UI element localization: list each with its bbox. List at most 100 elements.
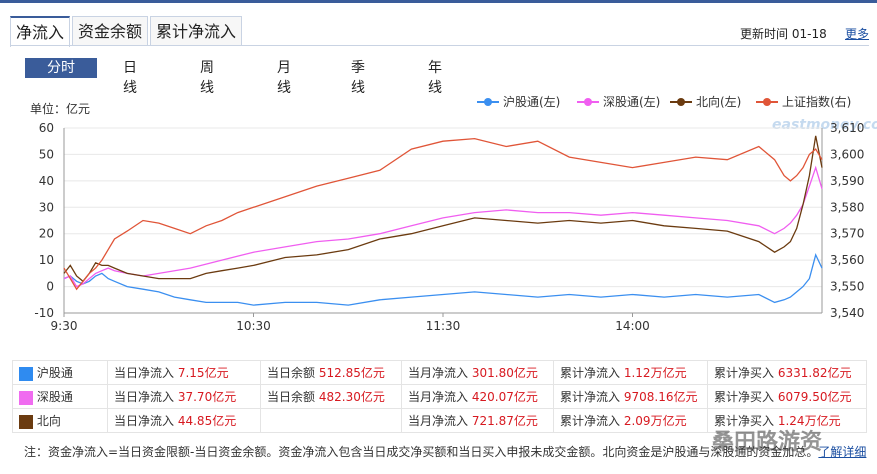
legend-label: 上证指数(右) xyxy=(782,95,852,109)
summary-table: 沪股通 当日净流入 7.15亿元 当日余额 512.85亿元 当月净流入 301.80… xyxy=(12,360,867,433)
period-monthly[interactable]: 月线 xyxy=(277,60,291,96)
row-name-cell: 北向 xyxy=(12,408,108,433)
y-left-tick-label: 10 xyxy=(39,253,54,267)
balance-cell: 当日余额 512.85亿元 xyxy=(260,360,402,385)
row-name: 深股通 xyxy=(36,390,73,404)
cum-inflow-value: 9708.16亿元 xyxy=(623,390,698,404)
color-swatch xyxy=(19,414,33,429)
cum-buy-value: 6331.82亿元 xyxy=(777,366,852,380)
y-right-tick-label: 3,610 xyxy=(830,121,864,135)
period-weekly[interactable]: 周线 xyxy=(200,60,214,96)
legend-sh[interactable]: 沪股通(左) xyxy=(477,93,560,110)
cum-inflow-label: 累计净流入 xyxy=(560,366,621,380)
day-inflow-value: 44.85亿元 xyxy=(177,414,237,428)
series-line xyxy=(63,135,823,283)
more-link[interactable]: 更多 xyxy=(845,27,870,41)
update-time: 更新时间 01-18 xyxy=(740,25,827,42)
cum-inflow-label: 累计净流入 xyxy=(560,414,621,428)
cum-buy-label: 累计净买入 xyxy=(714,390,775,404)
month-inflow-value: 420.07亿元 xyxy=(471,390,538,404)
x-tick-label: 14:00 xyxy=(615,319,650,333)
summary-row: 沪股通 当日净流入 7.15亿元 当日余额 512.85亿元 当月净流入 301.80… xyxy=(12,360,867,385)
tab-cumulative-inflow[interactable]: 累计净流入 xyxy=(150,16,243,46)
month-inflow-label: 当月净流入 xyxy=(408,390,469,404)
x-tick-label: 11:30 xyxy=(426,319,461,333)
x-tick-label: 9:30 xyxy=(51,319,78,333)
y-right-tick-label: 3,600 xyxy=(830,147,864,161)
legend-sse[interactable]: 上证指数(右) xyxy=(756,93,851,110)
day-inflow-cell: 当日净流入 37.70亿元 xyxy=(107,384,261,409)
cum-inflow-cell: 累计净流入 1.12万亿元 xyxy=(553,360,708,385)
legend-marker-icon xyxy=(477,97,499,106)
period-intraday[interactable]: 分时 xyxy=(25,58,97,78)
month-inflow-cell: 当月净流入 420.07亿元 xyxy=(401,384,554,409)
summary-row: 北向 当日净流入 44.85亿元 当月净流入 721.87亿元 累计净流入 2.09… xyxy=(12,408,867,433)
balance-label: 当日余额 xyxy=(267,366,316,380)
day-inflow-cell: 当日净流入 44.85亿元 xyxy=(107,408,261,433)
y-right-tick-label: 3,580 xyxy=(830,200,864,214)
series-line xyxy=(63,137,823,291)
legend-sz[interactable]: 深股通(左) xyxy=(577,93,660,110)
footnote-text: 注：资金净流入=当日资金限额-当日资金余额。资金净流入包含当日成交净买额和当日买… xyxy=(24,445,819,459)
tab-fund-balance[interactable]: 资金余额 xyxy=(72,16,149,46)
balance-cell xyxy=(260,408,402,433)
y-left-tick-label: -10 xyxy=(34,306,54,320)
cum-buy-cell: 累计净买入 6331.82亿元 xyxy=(707,360,867,385)
row-name: 北向 xyxy=(36,414,61,428)
day-inflow-label: 当日净流入 xyxy=(114,390,175,404)
legend-north[interactable]: 北向(左) xyxy=(670,93,741,110)
y-left-tick-label: 30 xyxy=(39,200,54,214)
period-quarterly[interactable]: 季线 xyxy=(351,60,365,96)
month-inflow-value: 721.87亿元 xyxy=(471,414,538,428)
y-left-tick-label: 50 xyxy=(39,147,54,161)
y-left-tick-label: 0 xyxy=(46,280,54,294)
learn-more-link[interactable]: 了解详细 xyxy=(818,445,867,459)
row-name-cell: 深股通 xyxy=(12,384,108,409)
y-left-tick-label: 20 xyxy=(39,227,54,241)
month-inflow-cell: 当月净流入 301.80亿元 xyxy=(401,360,554,385)
tab-divider xyxy=(10,45,869,46)
cum-inflow-cell: 累计净流入 9708.16亿元 xyxy=(553,384,708,409)
month-inflow-value: 301.80亿元 xyxy=(471,366,538,380)
cum-buy-label: 累计净买入 xyxy=(714,366,775,380)
tab-net-inflow[interactable]: 净流入 xyxy=(10,16,71,47)
month-inflow-cell: 当月净流入 721.87亿元 xyxy=(401,408,554,433)
balance-cell: 当日余额 482.30亿元 xyxy=(260,384,402,409)
chart-watermark: eastmoney.com xyxy=(772,117,877,133)
legend-marker-icon xyxy=(756,97,778,106)
unit-label: 单位：亿元 xyxy=(30,102,91,116)
balance-label: 当日余额 xyxy=(267,390,316,404)
update-time-value: 01-18 xyxy=(791,27,827,41)
legend-label: 北向(左) xyxy=(696,95,742,109)
cum-buy-value: 1.24万亿元 xyxy=(777,414,841,428)
y-right-tick-label: 3,550 xyxy=(830,280,864,294)
top-border xyxy=(0,0,877,3)
main-tabs: 净流入 资金余额 累计净流入 xyxy=(10,16,244,47)
x-tick-label: 10:30 xyxy=(236,319,271,333)
cum-buy-cell: 累计净买入 6079.50亿元 xyxy=(707,384,867,409)
cum-inflow-value: 1.12万亿元 xyxy=(623,366,687,380)
series-line xyxy=(63,165,823,288)
cum-inflow-label: 累计净流入 xyxy=(560,390,621,404)
period-yearly[interactable]: 年线 xyxy=(428,60,442,96)
balance-value: 482.30亿元 xyxy=(318,390,385,404)
period-daily[interactable]: 日线 xyxy=(123,60,137,96)
cum-buy-value: 6079.50亿元 xyxy=(777,390,852,404)
y-left-tick-label: 60 xyxy=(39,121,54,135)
legend-marker-icon xyxy=(577,97,599,106)
color-swatch xyxy=(19,390,33,405)
update-time-label: 更新时间 xyxy=(740,27,789,41)
y-left-tick-label: 40 xyxy=(39,174,54,188)
legend-marker-icon xyxy=(670,97,692,106)
y-right-tick-label: 3,570 xyxy=(830,227,864,241)
footnote: 注：资金净流入=当日资金限额-当日资金余额。资金净流入包含当日成交净买额和当日买… xyxy=(24,443,866,460)
balance-value: 512.85亿元 xyxy=(318,366,385,380)
cum-buy-label: 累计净买入 xyxy=(714,414,775,428)
day-inflow-value: 7.15亿元 xyxy=(177,366,229,380)
y-right-tick-label: 3,540 xyxy=(830,306,864,320)
row-name-cell: 沪股通 xyxy=(12,360,108,385)
cum-inflow-cell: 累计净流入 2.09万亿元 xyxy=(553,408,708,433)
cum-inflow-value: 2.09万亿元 xyxy=(623,414,687,428)
watermark: 桑田路游资 xyxy=(712,430,823,455)
y-right-tick-label: 3,590 xyxy=(830,174,864,188)
